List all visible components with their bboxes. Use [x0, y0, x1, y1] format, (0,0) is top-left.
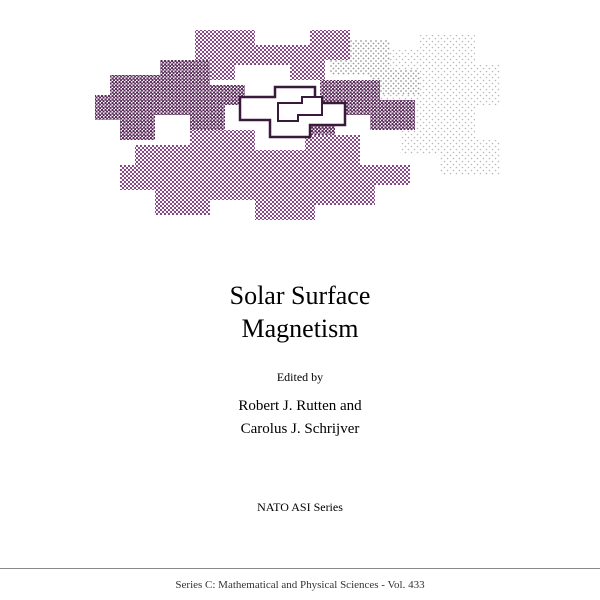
purple-top — [195, 30, 350, 80]
series-label: NATO ASI Series — [0, 500, 600, 515]
series-bottom-bar: Series C: Mathematical and Physical Scie… — [0, 568, 600, 600]
edited-by-label: Edited by — [0, 370, 600, 385]
editor-1: Robert J. Rutten and — [0, 395, 600, 418]
series-bottom-text: Series C: Mathematical and Physical Scie… — [175, 579, 424, 591]
editors-block: Edited by Robert J. Rutten and Carolus J… — [0, 370, 600, 440]
title-line2: Magnetism — [0, 313, 600, 346]
title-line1: Solar Surface — [0, 280, 600, 313]
editor-2: Carolus J. Schrijver — [0, 418, 600, 441]
cover-art — [80, 25, 520, 225]
title-block: Solar Surface Magnetism — [0, 280, 600, 345]
purple-bottom — [120, 130, 410, 220]
